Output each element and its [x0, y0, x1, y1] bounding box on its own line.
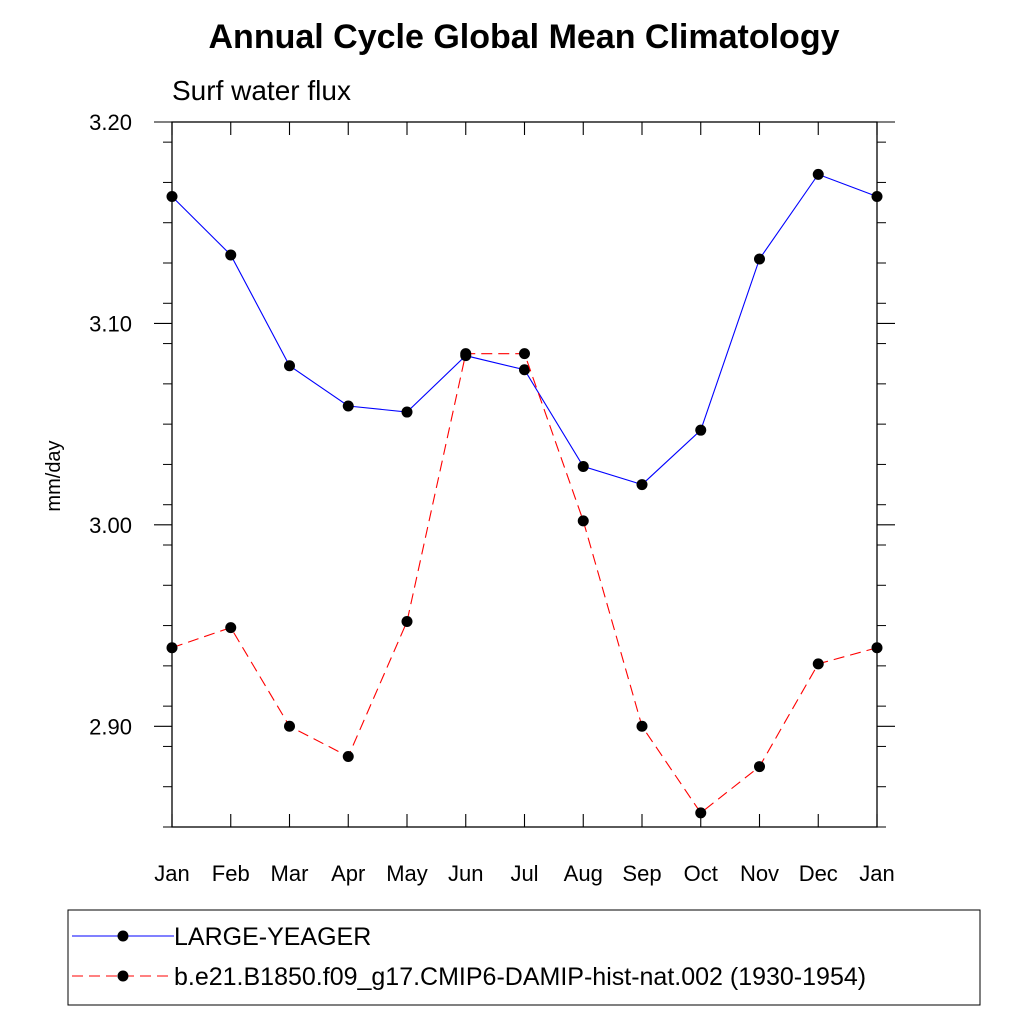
data-point	[636, 479, 648, 491]
x-tick-label: Jan	[859, 861, 894, 886]
x-tick-label: Oct	[684, 861, 718, 886]
y-axis-label: mm/day	[43, 440, 65, 511]
x-tick-label: Mar	[271, 861, 309, 886]
data-point	[342, 751, 354, 762]
legend-box	[67, 909, 981, 1006]
data-point	[460, 348, 472, 360]
data-point	[754, 761, 765, 773]
x-tick-label: Apr	[331, 861, 365, 886]
series-line-2	[171, 353, 878, 814]
legend-marker-1	[117, 930, 129, 942]
y-tick-label: 3.20	[89, 110, 132, 135]
y-tick-label: 2.90	[89, 714, 132, 739]
x-tick-label: Jun	[448, 861, 483, 886]
plot-frame	[171, 121, 878, 828]
legend-label-1: LARGE-YEAGER	[174, 923, 371, 951]
data-point	[695, 807, 707, 819]
data-point	[812, 658, 824, 670]
data-point	[577, 515, 589, 527]
x-tick-label: Sep	[622, 861, 661, 886]
data-point	[342, 400, 354, 412]
x-tick-label: Nov	[740, 861, 779, 886]
data-point	[284, 360, 295, 372]
x-tick-label: Jul	[510, 861, 538, 886]
data-point	[812, 168, 824, 180]
x-tick-label: Aug	[564, 861, 603, 886]
x-tick-labels: Jan Feb Mar Apr May Jun Jul Aug Sep Oct Nov Dec Jan	[154, 861, 894, 886]
data-point	[519, 348, 530, 360]
data-point	[225, 622, 237, 634]
data-point	[401, 406, 413, 418]
data-point	[871, 191, 883, 203]
data-point	[754, 253, 765, 265]
data-point	[695, 424, 707, 436]
chart-subtitle: Surf water flux	[172, 75, 351, 106]
y-tick-labels: 2.90 3.00 3.10 3.20	[89, 110, 132, 739]
x-tick-label: Dec	[799, 861, 838, 886]
legend-label-2: b.e21.B1850.f09_g17.CMIP6-DAMIP-hist-nat…	[174, 963, 866, 991]
y-tick-label: 3.00	[89, 513, 132, 538]
legend-marker-2	[117, 970, 129, 982]
x-tick-label: Jan	[154, 861, 189, 886]
series-line-1	[171, 173, 878, 486]
chart-title: Annual Cycle Global Mean Climatology	[209, 18, 840, 56]
y-tick-label: 3.10	[89, 311, 132, 336]
data-point	[166, 191, 178, 203]
data-point	[577, 460, 589, 472]
data-point	[284, 720, 295, 732]
data-point	[636, 720, 648, 732]
data-point	[871, 642, 883, 654]
data-point	[519, 364, 530, 376]
data-point	[166, 642, 178, 654]
legend: LARGE-YEAGER b.e21.B1850.f09_g17.CMIP6-DA…	[72, 923, 866, 991]
axis-ticks	[154, 121, 895, 828]
x-tick-label: May	[386, 861, 428, 886]
data-point	[225, 249, 237, 261]
data-point	[401, 616, 413, 628]
x-tick-label: Feb	[212, 861, 250, 886]
series-layer	[166, 168, 883, 819]
